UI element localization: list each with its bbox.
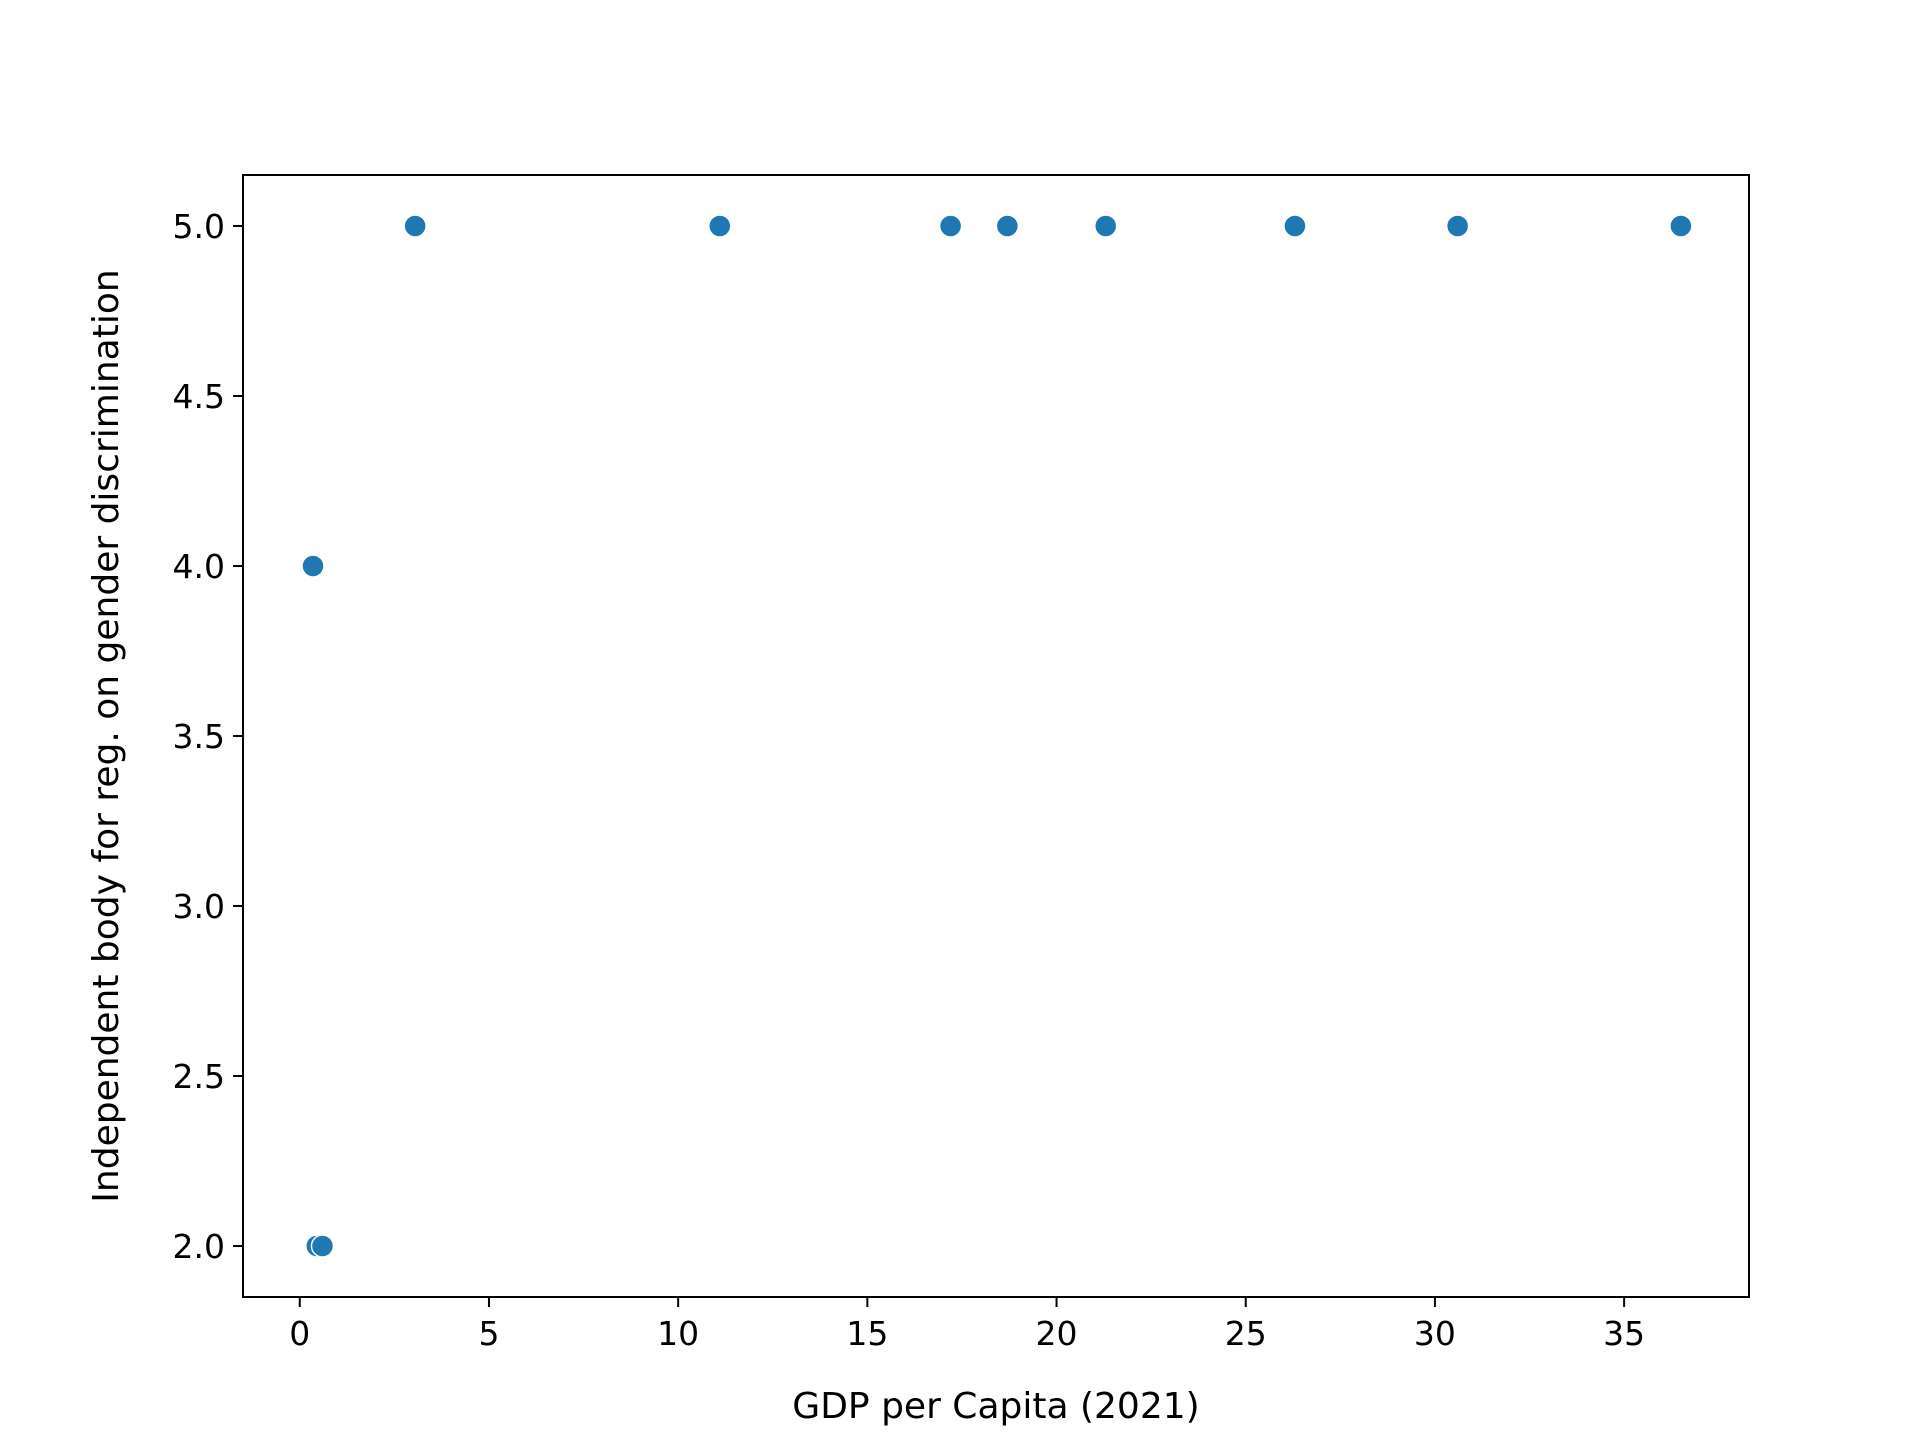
data-point [310,1234,335,1258]
data-point [301,554,325,578]
data-point [1093,214,1118,238]
x-tick-label: 35 [1603,1314,1645,1353]
data-point [708,214,732,238]
x-axis-label: GDP per Capita (2021) [792,1386,1199,1427]
y-tick-label: 4.0 [173,547,225,586]
plot-frame [242,174,1750,1298]
y-tick-label: 2.5 [173,1057,225,1096]
x-tick-label: 0 [289,1314,310,1353]
y-axis-label: Independent body for reg. on gender disc… [86,269,127,1202]
x-tick-label: 20 [1036,1314,1078,1353]
data-point [938,214,963,238]
y-tick-label: 5.0 [173,207,225,246]
y-axis-ticks: 2.0 2.5 3.0 3.5 4.0 4.5 5.0 [173,207,243,1266]
x-tick-label: 25 [1225,1314,1267,1353]
y-tick-label: 3.5 [173,717,225,756]
data-points [301,214,1693,1258]
data-point [1669,214,1693,238]
data-point [1445,214,1470,238]
x-tick-label: 15 [846,1314,888,1353]
y-tick-label: 2.0 [173,1227,225,1266]
y-tick-label: 3.0 [173,887,225,926]
data-point [1283,214,1307,238]
x-tick-label: 5 [478,1314,499,1353]
x-axis-ticks: 0 5 10 15 20 25 30 35 [289,1297,1645,1353]
x-tick-label: 10 [657,1314,699,1353]
y-tick-label: 4.5 [173,377,225,416]
data-point [995,214,1020,238]
x-tick-label: 30 [1414,1314,1456,1353]
plot-background [243,175,1749,1297]
data-point [403,214,427,238]
